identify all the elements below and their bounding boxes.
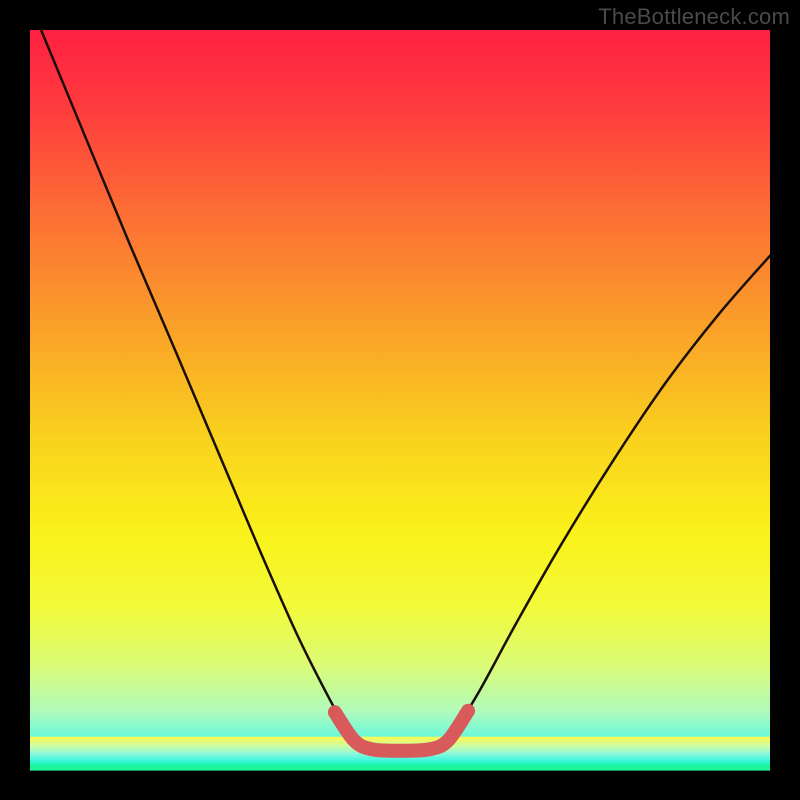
watermark-text: TheBottleneck.com	[598, 4, 790, 30]
chart-container: TheBottleneck.com	[0, 0, 800, 800]
plot-background	[30, 30, 770, 770]
bottleneck-curve-chart	[0, 0, 800, 800]
